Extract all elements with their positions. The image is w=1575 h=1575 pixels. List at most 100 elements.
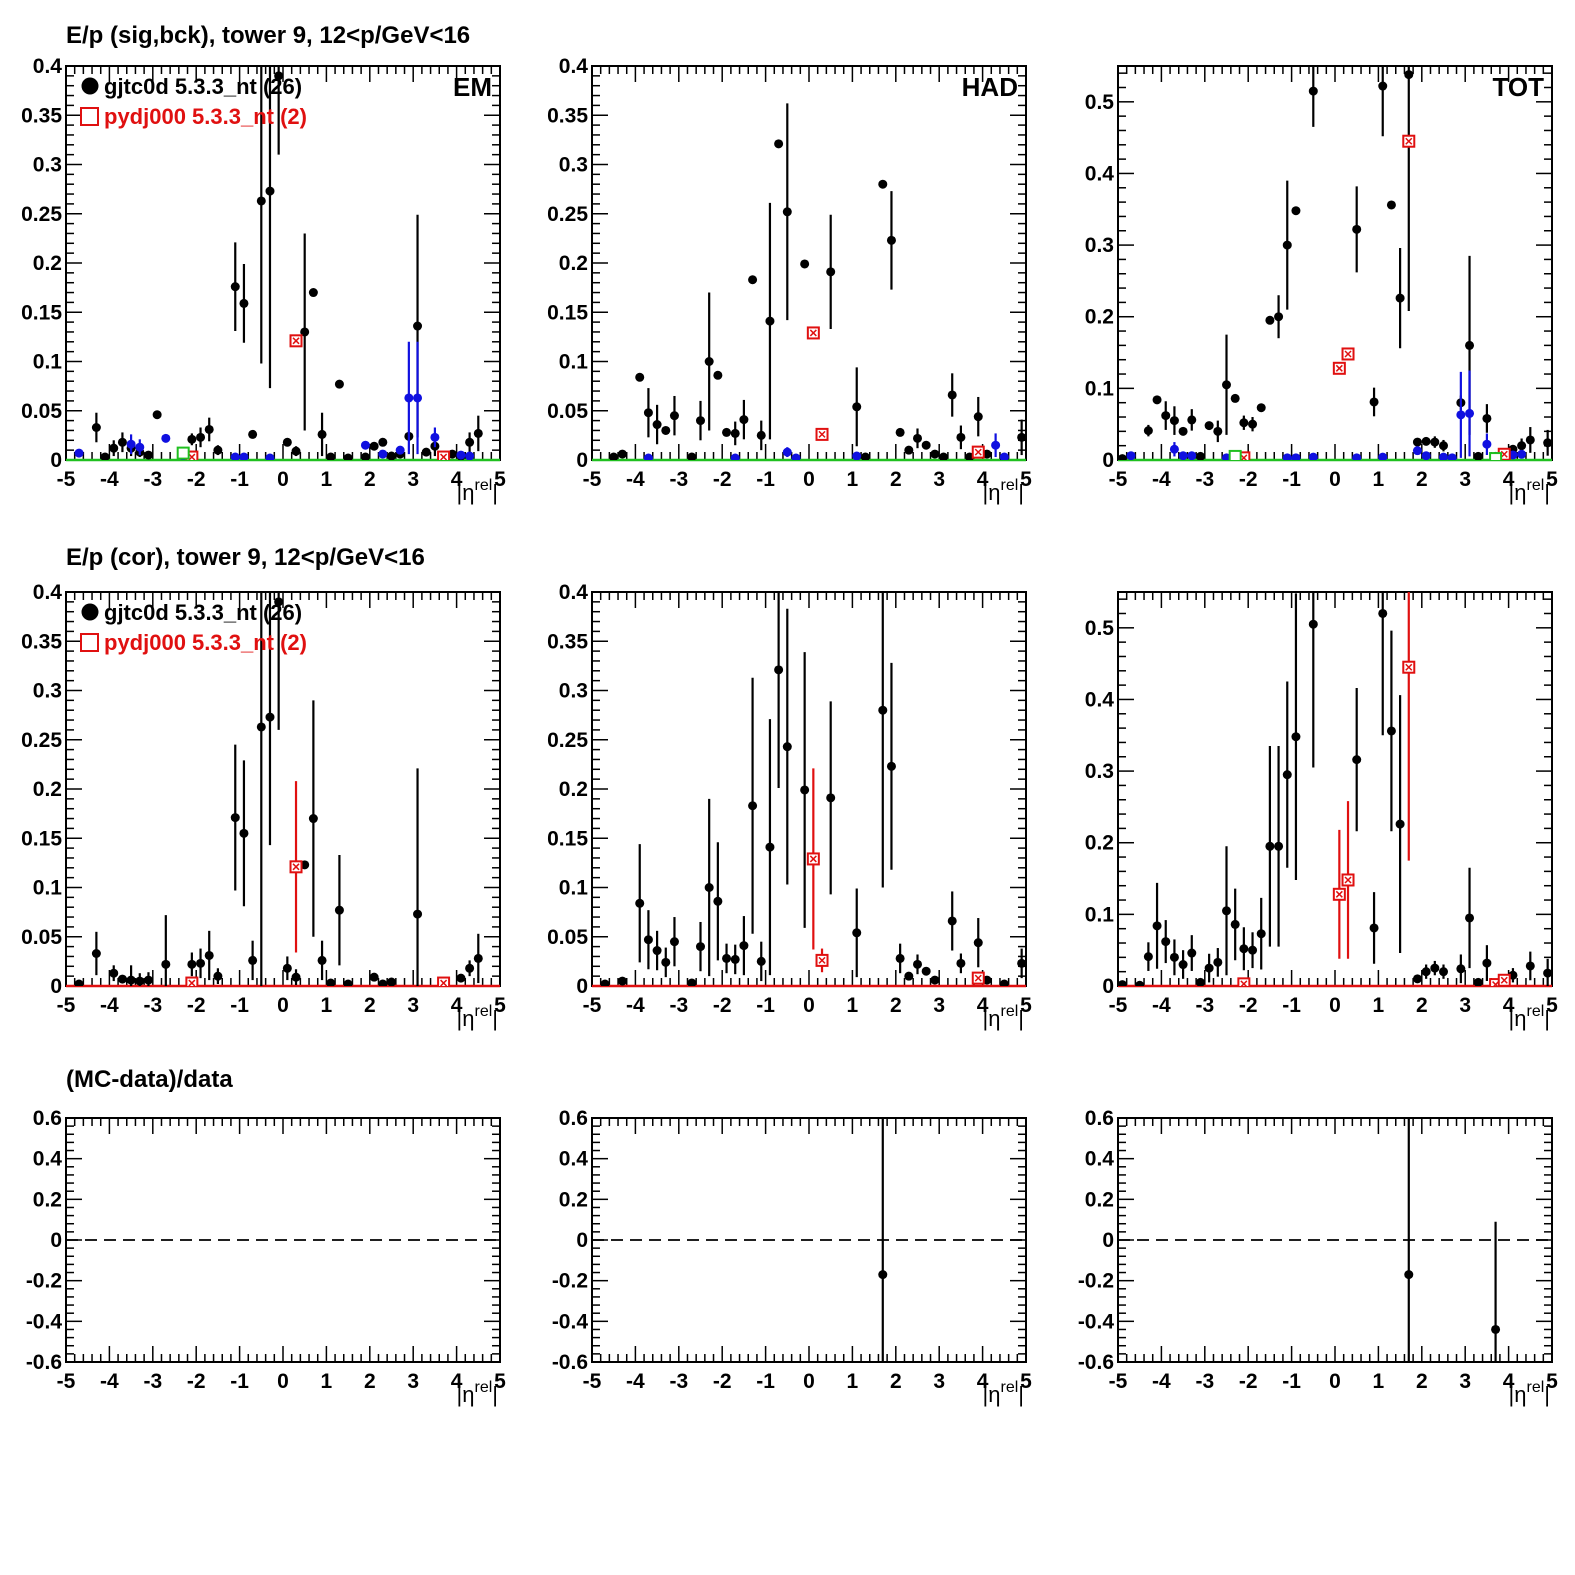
mc-point (1237, 977, 1251, 986)
data-point (722, 953, 732, 963)
x-tick-label: 2 (1416, 468, 1428, 491)
data-point (1439, 967, 1448, 977)
y-tick-label: 0.6 (559, 1107, 588, 1130)
data-point (1543, 438, 1552, 448)
panel-sig-bck-em: -5 -4 -3 -2 -1 0 1 2 3 4 5 0 0.05 0.1 0.15 0.2 0.25 0.3 0.… (21, 55, 506, 505)
x-tick-label: -3 (669, 994, 688, 1017)
bck-point (395, 445, 405, 455)
data-point (722, 427, 732, 437)
x-tick-label: 2 (890, 468, 902, 491)
mc-point-cross (292, 863, 300, 871)
data-point (465, 963, 475, 973)
data-point (282, 437, 292, 447)
x-tick-label: 5 (1546, 1370, 1558, 1393)
bck-point (999, 452, 1009, 460)
x-tick-label: -3 (143, 468, 162, 491)
bck-point (1291, 453, 1301, 460)
data-point (1473, 977, 1483, 986)
y-tick-label: 0.05 (21, 926, 62, 949)
y-tick-label: 0 (50, 1229, 62, 1252)
panel-label: EM (453, 72, 492, 102)
x-tick-label: 5 (494, 468, 506, 491)
data-point (1421, 436, 1431, 446)
x-tick-label: 2 (364, 1370, 376, 1393)
y-tick-label: 0.1 (559, 877, 589, 900)
bck-point (230, 452, 240, 460)
x-tick-label: -1 (1282, 994, 1301, 1017)
x-tick-label: -2 (713, 1370, 732, 1393)
data-point (1465, 913, 1475, 923)
data-point (1195, 451, 1205, 460)
data-point (282, 963, 292, 973)
mc-point-cross (1240, 980, 1248, 986)
data-point (756, 430, 766, 440)
data-point (930, 975, 940, 985)
data-point (248, 955, 258, 965)
data-point (617, 449, 627, 459)
y-tick-label: 0.2 (33, 252, 62, 275)
data-layer (74, 66, 483, 460)
x-tick-label: -3 (143, 1370, 162, 1393)
x-tick-label: 0 (803, 1370, 815, 1393)
bck-point (161, 433, 171, 443)
mc-point (437, 450, 451, 460)
panel-cor-had: -5 -4 -3 -2 -1 0 1 2 3 4 5 0 0.05 0.1 0.15 0.2 0.25 0.3 0.… (547, 581, 1032, 1031)
data-point (800, 259, 810, 269)
x-tick-label: 3 (1459, 1370, 1471, 1393)
mc-point-cross (188, 453, 196, 460)
data-layer (74, 592, 483, 986)
data-point (713, 896, 723, 906)
data-point (1256, 403, 1266, 413)
data-point (1213, 957, 1223, 967)
data-point (878, 705, 888, 715)
y-tick-label: -0.2 (552, 1270, 588, 1293)
x-tick-label: 1 (847, 994, 859, 1017)
data-point (1239, 944, 1249, 954)
y-tick-label: -0.2 (26, 1270, 62, 1293)
y-tick-label: 0 (1102, 449, 1114, 472)
data-point (774, 139, 784, 149)
data-point (1222, 906, 1231, 916)
data-point (1491, 1324, 1501, 1334)
y-tick-label: 0.2 (33, 778, 62, 801)
x-tick-label: -2 (187, 468, 206, 491)
row-title-ratio: (MC-data)/data (66, 1066, 233, 1093)
mc-point-cross (809, 855, 817, 863)
row-title-cor: E/p (cor), tower 9, 12<p/GeV<16 (66, 544, 425, 571)
data-point (886, 761, 896, 771)
x-tick-label: 1 (321, 1370, 333, 1393)
data-point (1378, 608, 1388, 618)
legend: gjtc0d 5.3.3_nt (26) pydj000 5.3.3_nt (2) (80, 600, 307, 655)
bck-point (265, 453, 275, 460)
data-point (661, 957, 671, 967)
x-tick-label: -4 (626, 994, 645, 1017)
data-point (117, 974, 127, 984)
y-tick-label: 0.3 (1085, 760, 1114, 783)
y-tick-label: 0.4 (33, 581, 63, 604)
x-tick-label: 4 (1503, 994, 1515, 1017)
x-tick-label: -1 (1282, 468, 1301, 491)
data-point (143, 450, 153, 460)
data-point (800, 785, 810, 795)
y-tick-label: 0.3 (1085, 234, 1114, 257)
data-point (334, 905, 344, 915)
data-point (1395, 819, 1405, 829)
data-point (886, 235, 896, 245)
data-point (1161, 937, 1171, 947)
x-tick-label: -4 (100, 1370, 119, 1393)
data-point (1525, 961, 1535, 971)
bck-point (404, 393, 414, 403)
data-point (1439, 441, 1448, 451)
data-point (196, 432, 206, 442)
x-tick-label: 1 (847, 468, 859, 491)
mc-point-cross (1405, 663, 1413, 671)
y-tick-label: 0.3 (559, 680, 588, 703)
data-point (852, 402, 862, 412)
x-tick-label: 5 (494, 994, 506, 1017)
x-tick-label: 3 (407, 1370, 419, 1393)
data-point (1308, 86, 1318, 96)
data-point (669, 937, 679, 947)
data-point (1517, 441, 1527, 451)
data-point (473, 953, 483, 963)
